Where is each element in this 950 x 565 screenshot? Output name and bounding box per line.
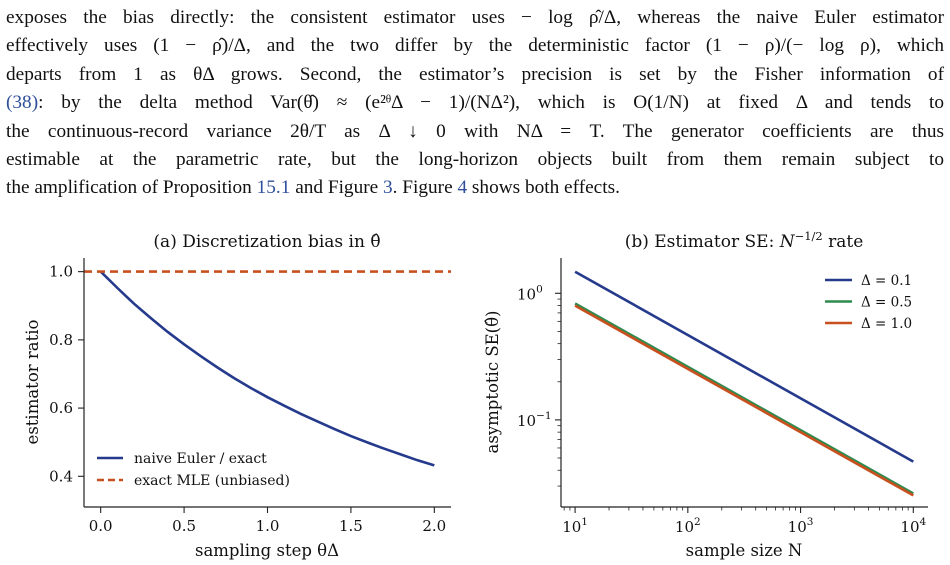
proposition-ref-link[interactable]: 15.1 [256, 177, 291, 199]
text-line: the continuous-record variance 2θ/T as Δ… [6, 120, 944, 142]
panel-b-series-line [574, 302, 914, 495]
panel-b-xlabel: sample size N [686, 541, 803, 560]
panel-a-chart: (a) Discretization bias in θ̂ 0.0 0.5 1.0 1… [23, 232, 451, 560]
body-paragraph: exposes the bias directly: the consisten… [6, 4, 944, 203]
panel-b-title-pre: (b) Estimator SE: [625, 232, 780, 252]
figure-4: (a) Discretization bias in θ̂ 0.0 0.5 1.0 1… [23, 229, 928, 560]
figure-ref-link[interactable]: 3 [383, 177, 393, 199]
panel-b-ytick-label: 100 [517, 283, 543, 303]
panel-a-ytick-label: 1.0 [49, 263, 73, 281]
panel-a-ytick-label: 0.4 [49, 467, 73, 485]
panel-a-legend: naive Euler / exact exact MLE (unbiased) [97, 451, 290, 489]
text-line: effectively uses (1 − ρ̂)/Δ, and the two… [6, 35, 944, 57]
panel-b-legend-label: Δ = 1.0 [861, 316, 912, 332]
panel-a-xtick-label: 0.5 [172, 517, 196, 535]
panel-a-xtick-label: 2.0 [422, 517, 446, 535]
text-line-with-refs: the amplification of Proposition 15.1 an… [6, 174, 944, 202]
panel-b-legend-label: Δ = 0.5 [861, 295, 912, 311]
equation-ref-link[interactable]: (38) [6, 92, 39, 114]
panel-a-series-line [99, 270, 435, 467]
panel-a-legend-label: exact MLE (unbiased) [134, 473, 290, 489]
panel-a-legend-label: naive Euler / exact [134, 451, 267, 467]
panel-b-ytick-label: 10−1 [517, 410, 552, 430]
panel-b-title: (b) Estimator SE: N−1/2 rate [625, 229, 864, 252]
text-line: departs from 1 as θΔ grows. Second, the … [6, 63, 944, 85]
panel-a-xtick-label: 1.5 [339, 517, 363, 535]
panel-a-xlabel: sampling step θΔ [195, 541, 339, 560]
panel-b-legend-label: Δ = 0.1 [861, 273, 912, 289]
panel-b-xtick-label: 101 [562, 516, 588, 536]
panel-a-xtick-label: 1.0 [256, 517, 280, 535]
text-segment: . Figure [392, 177, 458, 199]
panel-b-series-line [574, 270, 914, 463]
figure-ref-link[interactable]: 4 [457, 177, 468, 199]
panel-b-title-var: N [779, 232, 796, 252]
panel-b-chart: (b) Estimator SE: N−1/2 rate 101 102 103 10… [483, 229, 928, 560]
panel-b-title-post: rate [823, 232, 864, 252]
panel-a-ytick-label: 0.6 [49, 399, 73, 417]
panel-a-ytick-label: 0.8 [49, 331, 73, 349]
text-line: exposes the bias directly: the consisten… [6, 7, 944, 28]
panel-b-xtick-label: 102 [675, 516, 701, 536]
panel-b-xtick-label: 104 [900, 516, 926, 536]
text-line: estimable at the parametric rate, but th… [6, 149, 944, 171]
text-line-with-equation-ref: (38): by the delta method Var(θ̂) ≈ (e²ᶿ… [6, 89, 944, 117]
panel-b-series-line [574, 304, 914, 497]
panel-a-xtick-label: 0.0 [89, 517, 113, 535]
panel-b-xtick-label: 103 [788, 516, 814, 536]
panel-a-title: (a) Discretization bias in θ̂ [153, 232, 380, 252]
text-segment: the amplification of Proposition [6, 177, 257, 199]
panel-b-legend: Δ = 0.1 Δ = 0.5 Δ = 1.0 [825, 273, 912, 332]
panel-b-title-sup: −1/2 [795, 229, 823, 243]
text-segment: shows both effects. [467, 177, 620, 199]
panel-b-ylabel: asymptotic SE(θ̂) [483, 311, 502, 454]
panel-a-ylabel: estimator ratio [23, 319, 42, 444]
text-segment: and Figure [290, 177, 384, 199]
text-segment: : by the delta method Var(θ̂) ≈ (e²ᶿΔ − … [38, 92, 944, 114]
